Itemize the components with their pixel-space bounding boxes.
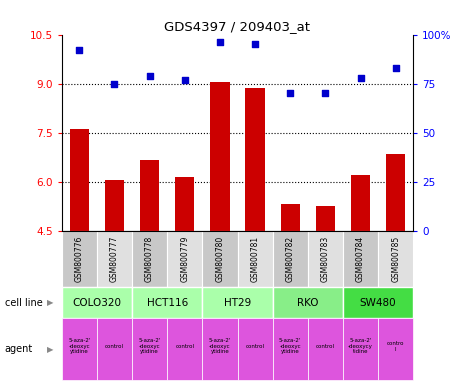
Bar <box>202 318 238 380</box>
Text: COLO320: COLO320 <box>72 298 122 308</box>
Bar <box>343 287 413 318</box>
Bar <box>308 230 343 287</box>
Text: GSM800777: GSM800777 <box>110 236 119 282</box>
Text: ▶: ▶ <box>47 298 53 307</box>
Point <box>111 81 118 87</box>
Bar <box>386 154 405 230</box>
Text: contro
l: contro l <box>387 341 404 351</box>
Bar <box>316 206 335 230</box>
Point <box>357 74 364 81</box>
Point <box>392 65 399 71</box>
Text: HT29: HT29 <box>224 298 251 308</box>
Bar <box>132 318 167 380</box>
Bar <box>70 129 89 230</box>
Bar <box>273 230 308 287</box>
Bar <box>62 230 97 287</box>
Text: GSM800785: GSM800785 <box>391 236 400 282</box>
Bar <box>281 204 300 230</box>
Bar <box>308 318 343 380</box>
Text: 5-aza-2'
-deoxycy
tidine: 5-aza-2' -deoxycy tidine <box>348 338 373 354</box>
Bar <box>140 161 159 230</box>
Point <box>76 47 83 53</box>
Title: GDS4397 / 209403_at: GDS4397 / 209403_at <box>164 20 311 33</box>
Text: GSM800781: GSM800781 <box>251 236 259 282</box>
Bar <box>343 230 378 287</box>
Bar <box>62 318 97 380</box>
Text: GSM800780: GSM800780 <box>216 236 224 282</box>
Text: GSM800783: GSM800783 <box>321 236 330 282</box>
Bar <box>202 230 238 287</box>
Bar <box>343 318 378 380</box>
Text: 5-aza-2'
-deoxyc
ytidine: 5-aza-2' -deoxyc ytidine <box>279 338 302 354</box>
Text: 5-aza-2'
-deoxyc
ytidine: 5-aza-2' -deoxyc ytidine <box>209 338 231 354</box>
Bar <box>202 287 273 318</box>
Text: cell line: cell line <box>5 298 42 308</box>
Text: GSM800784: GSM800784 <box>356 236 365 282</box>
Point <box>181 76 189 83</box>
Point <box>251 41 259 48</box>
Bar <box>378 318 413 380</box>
Bar <box>132 287 202 318</box>
Text: control: control <box>316 344 335 349</box>
Bar <box>97 318 132 380</box>
Bar <box>273 287 343 318</box>
Text: RKO: RKO <box>297 298 319 308</box>
Bar <box>246 88 265 230</box>
Text: GSM800779: GSM800779 <box>180 236 189 282</box>
Bar <box>97 230 132 287</box>
Text: SW480: SW480 <box>360 298 397 308</box>
Text: agent: agent <box>5 344 33 354</box>
Bar <box>62 287 132 318</box>
Bar <box>175 177 194 230</box>
Text: control: control <box>105 344 124 349</box>
Bar <box>132 230 167 287</box>
Bar <box>238 318 273 380</box>
Text: GSM800782: GSM800782 <box>286 236 294 282</box>
Bar <box>167 318 202 380</box>
Point <box>146 73 153 79</box>
Bar <box>167 230 202 287</box>
Bar <box>378 230 413 287</box>
Text: 5-aza-2'
-deoxyc
ytidine: 5-aza-2' -deoxyc ytidine <box>68 338 91 354</box>
Text: control: control <box>246 344 265 349</box>
Bar <box>273 318 308 380</box>
Bar <box>238 230 273 287</box>
Text: control: control <box>175 344 194 349</box>
Point <box>286 90 294 96</box>
Text: ▶: ▶ <box>47 345 53 354</box>
Text: 5-aza-2'
-deoxyc
ytidine: 5-aza-2' -deoxyc ytidine <box>138 338 161 354</box>
Bar <box>351 175 370 230</box>
Bar <box>210 82 229 230</box>
Point <box>322 90 329 96</box>
Bar <box>105 180 124 230</box>
Text: GSM800776: GSM800776 <box>75 236 84 282</box>
Text: HCT116: HCT116 <box>147 298 188 308</box>
Point <box>216 39 224 45</box>
Text: GSM800778: GSM800778 <box>145 236 154 282</box>
